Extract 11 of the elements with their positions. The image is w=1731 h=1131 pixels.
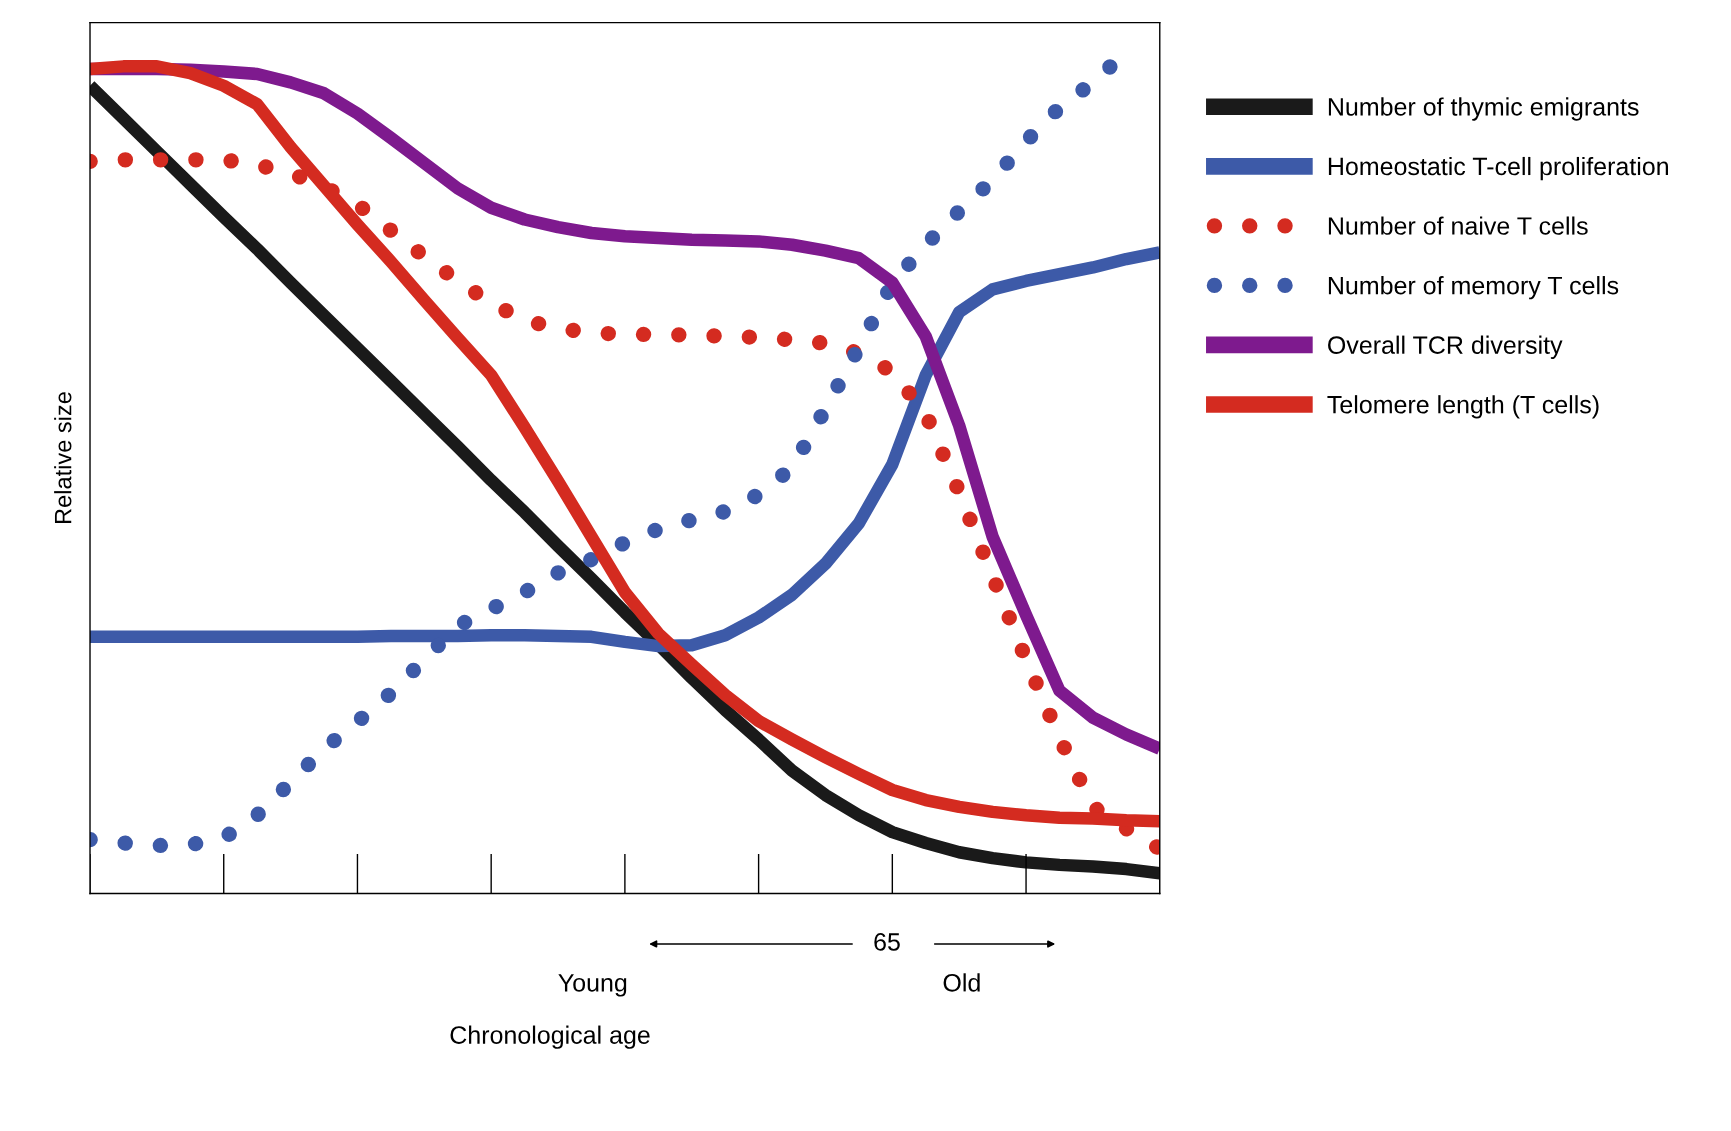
text: Old (943, 973, 980, 992)
legend-label: Number of memory T cells (1328, 276, 1619, 300)
text: Young (558, 974, 627, 997)
text: 65 (874, 933, 900, 951)
legend-label: Number of naive T cells (1328, 216, 1588, 235)
legend-label: Telomere length (T cells) (1327, 395, 1599, 419)
legend-label: Number of thymic emigrants (1328, 97, 1639, 121)
y-axis-title: Relative size (54, 392, 72, 524)
text: Chronological age (450, 1025, 650, 1049)
legend-label: Homeostatic T-cell proliferation (1328, 156, 1668, 181)
legend-label: Overall TCR diversity (1328, 335, 1563, 359)
